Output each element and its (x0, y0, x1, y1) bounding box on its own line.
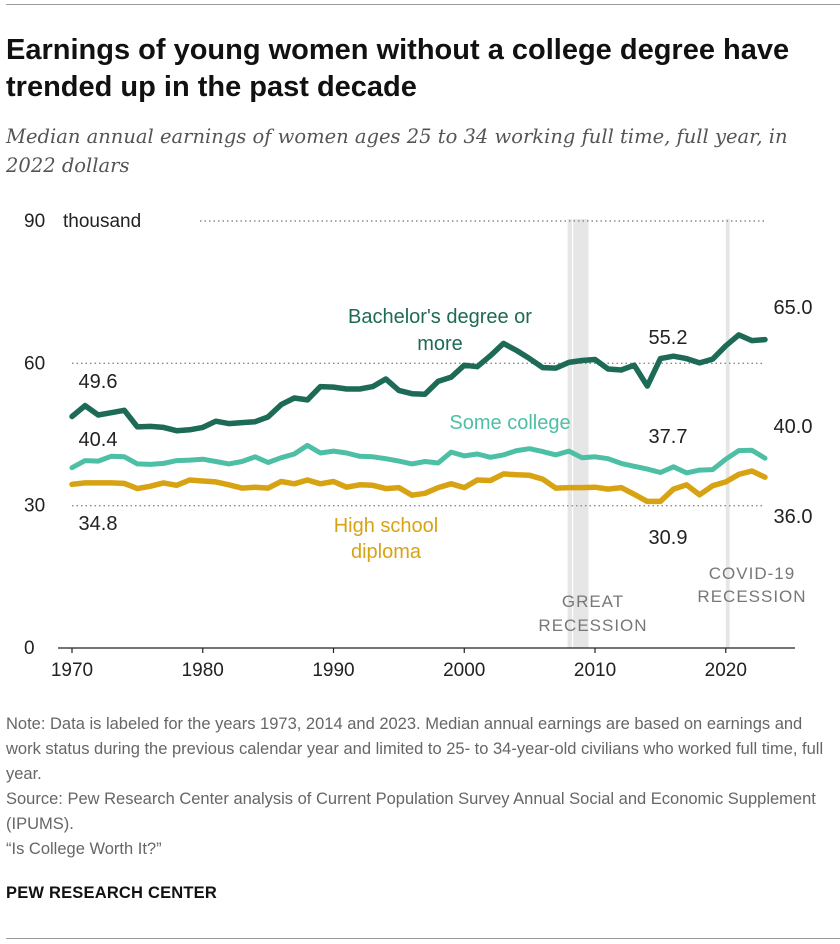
series-lines (69, 332, 768, 505)
series-label-bachelors: more (417, 333, 463, 355)
axes: 0 30 60 90 thousand 1970 1980 1990 2000 2010 2020 (24, 211, 795, 681)
data-label-some_college-2023: 40.0 (774, 416, 813, 438)
y-tick-label: 0 (24, 638, 35, 659)
gridlines (72, 220, 765, 507)
y-tick-label: 90 (24, 211, 45, 232)
recession-bands (567, 219, 730, 648)
report-title: “Is College Worth It?” (6, 840, 162, 858)
recession-label-covid: COVID-19 (709, 564, 795, 583)
series-label-high_school: diploma (351, 541, 422, 563)
x-tick-label: 1970 (51, 660, 93, 681)
recession-label-covid: RECESSION (697, 587, 806, 606)
data-label-bachelors-1973: 49.6 (79, 371, 118, 393)
data-label-high_school-1973: 34.8 (79, 513, 118, 535)
source-text: Source: Pew Research Center analysis of … (6, 790, 816, 833)
series-label-some_college: Some college (449, 412, 570, 434)
top-rule (6, 4, 840, 5)
x-tick-label: 2010 (574, 660, 616, 681)
x-tick-label: 2020 (705, 660, 747, 681)
series-line-some_college (69, 442, 768, 476)
data-label-bachelors-2014: 55.2 (649, 327, 688, 349)
y-tick-label: 60 (24, 353, 45, 374)
series-label-high_school: High school (334, 515, 439, 537)
series-line-high_school (69, 468, 768, 505)
y-unit-label: thousand (63, 211, 141, 232)
data-label-some_college-2014: 37.7 (649, 426, 688, 448)
data-labels: GREAT RECESSION COVID-19 RECESSION Bachelor'… (79, 297, 813, 635)
chart-title: Earnings of young women without a colleg… (6, 34, 790, 103)
data-label-high_school-2014: 30.9 (649, 527, 688, 549)
x-tick-label: 1990 (312, 660, 354, 681)
x-tick-label: 2000 (443, 660, 485, 681)
brand-name: PEW RESEARCH CENTER (6, 884, 217, 902)
recession-band-covid (725, 219, 730, 648)
x-tick-label: 1980 (182, 660, 224, 681)
bottom-rule (6, 938, 840, 939)
recession-label-great: RECESSION (538, 616, 647, 635)
recession-label-great: GREAT (562, 592, 624, 611)
note-text: Note: Data is labeled for the years 1973… (6, 715, 824, 783)
data-label-bachelors-2023: 65.0 (774, 297, 813, 319)
series-line-bachelors (69, 332, 768, 434)
data-label-some_college-1973: 40.4 (79, 429, 118, 451)
series-label-bachelors: Bachelor's degree or (348, 306, 532, 328)
y-tick-label: 30 (24, 496, 45, 517)
chart-notes: Note: Data is labeled for the years 1973… (6, 712, 834, 862)
recession-band-great (567, 219, 589, 648)
data-label-high_school-2023: 36.0 (774, 506, 813, 528)
chart-subtitle: Median annual earnings of women ages 25 … (6, 125, 788, 177)
